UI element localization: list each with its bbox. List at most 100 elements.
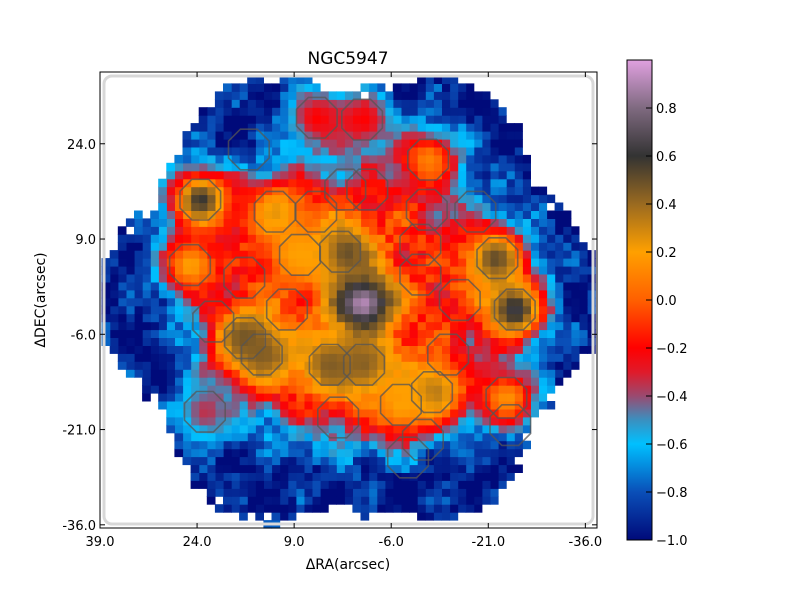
heatmap-cell bbox=[198, 353, 208, 362]
heatmap-cell bbox=[425, 472, 434, 481]
heatmap-cell bbox=[417, 162, 426, 172]
heatmap-cell bbox=[400, 369, 410, 378]
heatmap-cell bbox=[223, 377, 232, 386]
heatmap-cell bbox=[166, 361, 175, 370]
heatmap-cell bbox=[352, 289, 362, 299]
heatmap-cell bbox=[530, 401, 539, 410]
heatmap-cell bbox=[263, 146, 273, 156]
heatmap-cell bbox=[255, 186, 264, 196]
heatmap-cell bbox=[554, 297, 564, 307]
heatmap-cell bbox=[117, 274, 127, 283]
heatmap-cell bbox=[465, 337, 475, 346]
heatmap-cell bbox=[498, 424, 507, 434]
aperture-outline bbox=[324, 168, 367, 211]
heatmap-cell bbox=[489, 361, 499, 370]
heatmap-cell bbox=[449, 234, 459, 243]
heatmap-cell bbox=[231, 281, 240, 291]
heatmap-cell bbox=[279, 186, 289, 196]
heatmap-cell bbox=[473, 361, 483, 370]
heatmap-cell bbox=[473, 178, 483, 188]
heatmap-cell bbox=[538, 194, 548, 204]
heatmap-cell bbox=[498, 329, 507, 338]
heatmap-cell bbox=[150, 266, 159, 275]
heatmap-cell bbox=[247, 242, 256, 251]
heatmap-cell bbox=[328, 480, 337, 489]
heatmap-cell bbox=[368, 154, 378, 164]
heatmap-cell bbox=[376, 274, 386, 283]
heatmap-cell bbox=[142, 297, 151, 307]
heatmap-cell bbox=[158, 321, 167, 331]
heatmap-cell bbox=[279, 289, 289, 299]
heatmap-cell bbox=[247, 170, 256, 180]
heatmap-cell bbox=[303, 424, 313, 434]
heatmap-cell bbox=[182, 226, 192, 235]
heatmap-cell bbox=[303, 139, 313, 148]
heatmap-cell bbox=[376, 377, 386, 386]
heatmap-cell bbox=[360, 289, 370, 299]
heatmap-cell bbox=[360, 131, 370, 140]
heatmap-cell bbox=[562, 313, 572, 323]
heatmap-cell bbox=[384, 424, 394, 434]
heatmap-cell bbox=[190, 258, 200, 267]
heatmap-cell bbox=[166, 377, 175, 386]
heatmap-cell bbox=[522, 226, 531, 235]
heatmap-cell bbox=[506, 472, 515, 481]
heatmap-cell bbox=[255, 440, 264, 450]
heatmap-cell bbox=[166, 178, 175, 188]
heatmap-cell bbox=[174, 329, 184, 338]
heatmap-cell bbox=[239, 377, 248, 386]
heatmap-cell bbox=[295, 186, 305, 196]
heatmap-cell bbox=[425, 146, 434, 156]
heatmap-cell bbox=[255, 424, 264, 434]
heatmap-cell bbox=[303, 369, 313, 378]
heatmap-cell bbox=[206, 218, 216, 227]
heatmap-cell bbox=[433, 170, 442, 180]
heatmap-cell bbox=[166, 210, 175, 219]
heatmap-cell bbox=[449, 146, 459, 156]
heatmap-cell bbox=[150, 297, 159, 307]
heatmap-cell bbox=[489, 464, 499, 473]
heatmap-cell bbox=[360, 393, 370, 402]
heatmap-cell bbox=[134, 297, 143, 307]
heatmap-cell bbox=[449, 123, 459, 132]
heatmap-cell bbox=[336, 313, 345, 323]
heatmap-cell bbox=[465, 289, 475, 299]
heatmap-cell bbox=[352, 281, 362, 291]
heatmap-cell bbox=[506, 297, 515, 307]
heatmap-cell bbox=[417, 448, 426, 458]
heatmap-cell bbox=[465, 416, 475, 426]
heatmap-cell bbox=[223, 456, 232, 466]
heatmap-cell bbox=[481, 178, 491, 188]
heatmap-cell bbox=[498, 154, 507, 164]
heatmap-cell bbox=[190, 448, 200, 458]
heatmap-cell bbox=[392, 194, 402, 204]
heatmap-cell bbox=[506, 321, 515, 331]
heatmap-cell bbox=[441, 321, 451, 331]
heatmap-cell bbox=[271, 448, 281, 458]
heatmap-cell bbox=[206, 162, 216, 172]
heatmap-cell bbox=[295, 297, 305, 307]
heatmap-cell bbox=[409, 115, 418, 124]
heatmap-cell bbox=[449, 512, 459, 521]
heatmap-cell bbox=[530, 321, 539, 331]
heatmap-cell bbox=[263, 83, 273, 92]
heatmap-cell bbox=[522, 154, 531, 164]
heatmap-cell bbox=[392, 146, 402, 156]
heatmap-cell bbox=[392, 369, 402, 378]
heatmap-cell bbox=[214, 162, 224, 172]
heatmap-cell bbox=[271, 218, 281, 227]
heatmap-cell bbox=[150, 377, 159, 386]
aperture-outline bbox=[346, 168, 389, 211]
heatmap-cell bbox=[214, 178, 224, 188]
heatmap-cell bbox=[231, 321, 240, 331]
heatmap-cell bbox=[303, 385, 313, 394]
heatmap-cell bbox=[481, 377, 491, 386]
heatmap-cell bbox=[344, 107, 353, 116]
heatmap-cell bbox=[489, 448, 499, 458]
heatmap-cell bbox=[489, 440, 499, 450]
heatmap-cell bbox=[279, 194, 289, 204]
heatmap-cell bbox=[368, 178, 378, 188]
heatmap-cell bbox=[522, 210, 531, 219]
heatmap-cell bbox=[125, 218, 135, 227]
heatmap-cell bbox=[368, 488, 378, 497]
